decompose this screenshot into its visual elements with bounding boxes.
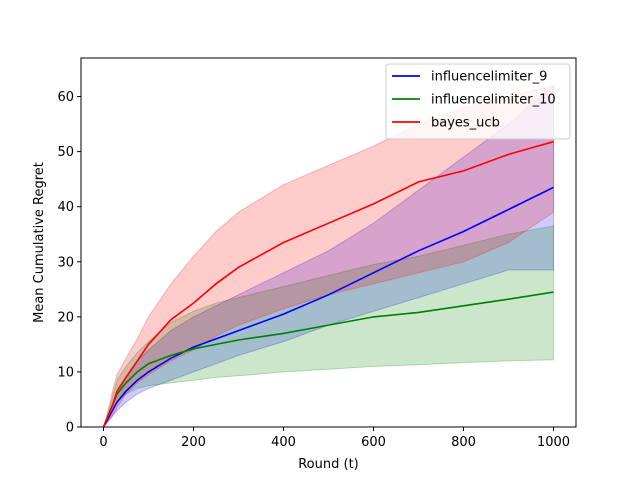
- band-bayes_ucb: [103, 84, 554, 428]
- y-axis-label: Mean Cumulative Regret: [32, 162, 47, 323]
- x-tick-label: 800: [451, 435, 476, 450]
- confidence-bands: [103, 84, 554, 428]
- series-lines: [102, 140, 554, 428]
- legend-entry: bayes_ucb: [431, 116, 500, 131]
- y-tick-label: 0: [66, 421, 74, 436]
- band-influencelimiter_9: [103, 84, 554, 428]
- x-tick-label: 600: [361, 435, 386, 450]
- y-axis: 0 10 20 30 40 50 60: [57, 90, 81, 436]
- y-tick-label: 20: [57, 310, 74, 325]
- x-axis: 0 200 400 600 800 1000: [99, 427, 570, 450]
- legend: influencelimiter_9 influencelimiter_10bay…: [385, 63, 571, 140]
- legend-entry: influencelimiter_10: [431, 93, 556, 108]
- line-bayes_ucb: [102, 140, 554, 428]
- x-tick-label: 400: [271, 435, 296, 450]
- y-tick-label: 10: [57, 365, 74, 380]
- x-tick-label: 0: [99, 435, 107, 450]
- legend-entry: influencelimiter_9: [431, 70, 547, 85]
- legend-box: [385, 63, 571, 140]
- x-tick-label: 200: [181, 435, 206, 450]
- y-tick-label: 60: [57, 90, 74, 105]
- y-tick-label: 50: [57, 145, 74, 160]
- x-tick-label: 1000: [537, 435, 570, 450]
- plot-frame: [80, 57, 577, 428]
- line-influencelimiter_9: [102, 186, 554, 428]
- x-axis-label: Round (t): [298, 457, 359, 472]
- y-tick-label: 40: [57, 200, 74, 215]
- y-tick-label: 30: [57, 255, 74, 270]
